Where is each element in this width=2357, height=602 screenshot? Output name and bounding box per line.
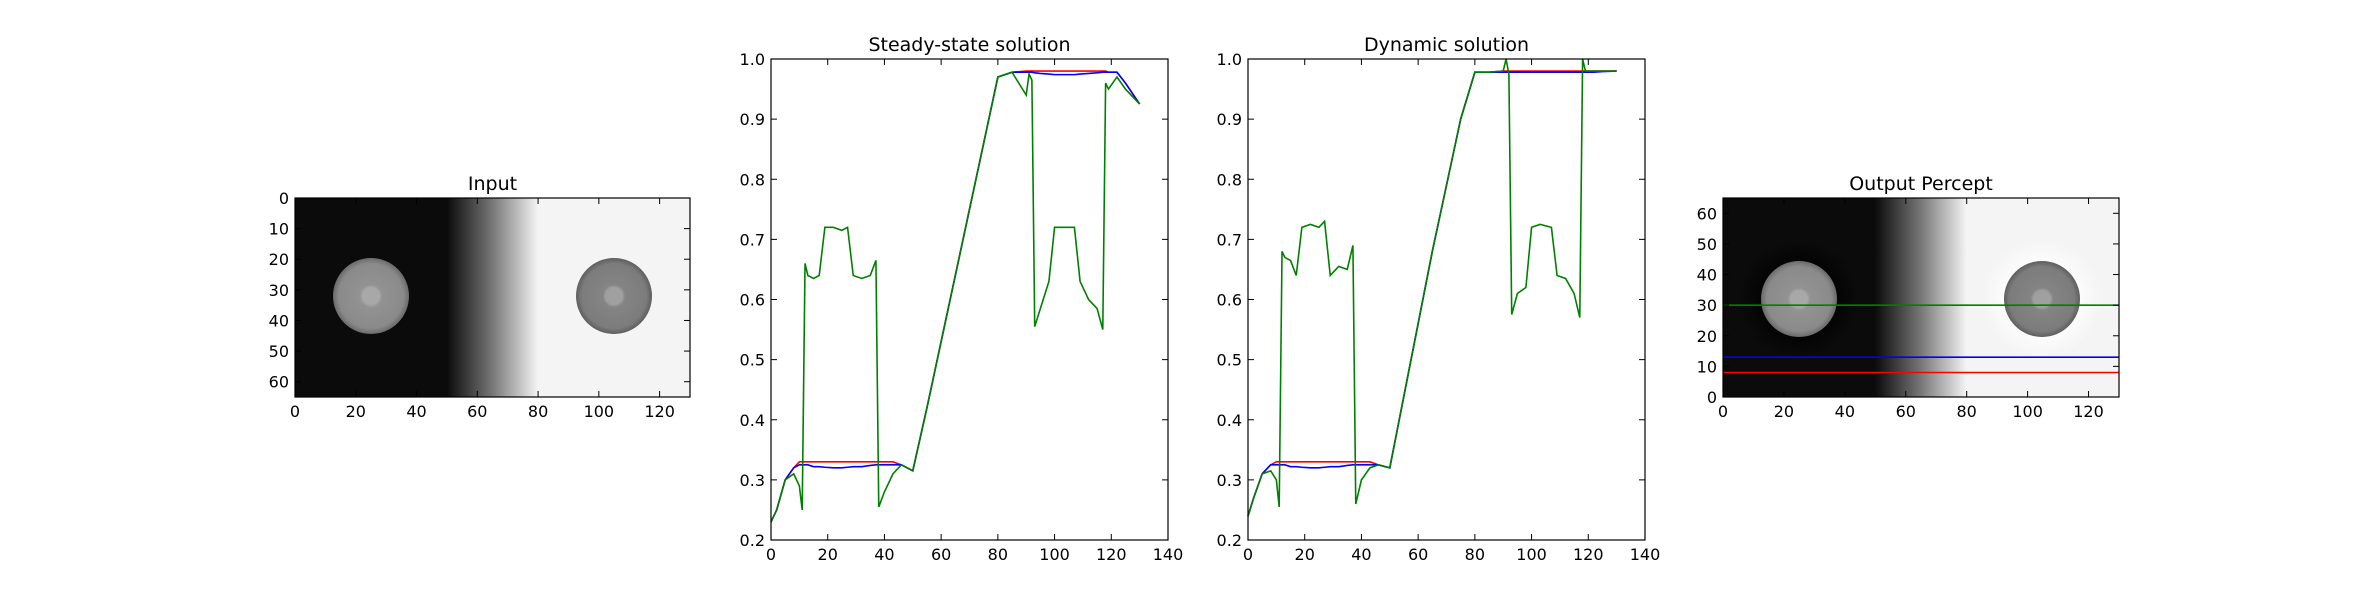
x-tick-label: 0 <box>290 402 300 421</box>
x-tick-label: 0 <box>1718 402 1728 421</box>
x-tick-label: 140 <box>1630 545 1661 564</box>
x-tick-label: 20 <box>1295 545 1315 564</box>
x-tick-label: 100 <box>584 402 615 421</box>
x-tick-label: 0 <box>1243 545 1253 564</box>
y-tick-label: 0.6 <box>1217 291 1242 310</box>
x-tick-label: 100 <box>1516 545 1547 564</box>
x-tick-label: 80 <box>1957 402 1977 421</box>
series-line <box>770 70 1141 523</box>
output-image <box>1723 198 2119 397</box>
series-line <box>1247 70 1617 517</box>
y-tick-label: 20 <box>1697 327 1717 346</box>
y-tick-label: 30 <box>1697 296 1717 315</box>
chart-title: Steady-state solution <box>868 34 1070 56</box>
x-tick-label: 40 <box>1835 402 1855 421</box>
x-tick-label: 60 <box>931 545 951 564</box>
y-tick-label: 0.7 <box>740 230 765 249</box>
x-tick-label: 120 <box>1573 545 1604 564</box>
x-tick-label: 140 <box>1153 545 1184 564</box>
y-tick-label: 50 <box>269 342 289 361</box>
x-tick-label: 100 <box>2012 402 2043 421</box>
y-tick-label: 0.3 <box>1217 471 1242 490</box>
y-tick-label: 0.8 <box>1217 170 1242 189</box>
y-tick-label: 0.6 <box>740 291 765 310</box>
y-tick-label: 0.9 <box>740 110 765 129</box>
axes-frame <box>1722 197 2120 398</box>
y-tick-label: 30 <box>269 281 289 300</box>
x-tick-label: 40 <box>1351 545 1371 564</box>
y-tick-label: 0.2 <box>740 531 765 550</box>
axes-frame <box>294 197 691 398</box>
x-tick-label: 60 <box>467 402 487 421</box>
y-tick-label: 50 <box>1697 235 1717 254</box>
x-tick-label: 60 <box>1408 545 1428 564</box>
y-tick-label: 20 <box>269 250 289 269</box>
series-line <box>770 71 1141 523</box>
x-tick-label: 120 <box>1096 545 1127 564</box>
chart-title: Dynamic solution <box>1364 34 1529 56</box>
y-tick-label: 40 <box>1697 266 1717 285</box>
y-tick-label: 0 <box>1707 388 1717 407</box>
input-image <box>295 198 690 397</box>
x-tick-label: 120 <box>2073 402 2104 421</box>
y-tick-label: 0.2 <box>1217 531 1242 550</box>
series-line <box>1247 70 1617 517</box>
x-tick-label: 60 <box>1896 402 1916 421</box>
x-tick-label: 20 <box>818 545 838 564</box>
y-tick-label: 60 <box>269 373 289 392</box>
x-tick-label: 120 <box>644 402 675 421</box>
x-tick-label: 0 <box>766 545 776 564</box>
chart-title: Output Percept <box>1849 173 1993 195</box>
y-tick-label: 0.4 <box>740 411 765 430</box>
x-tick-label: 40 <box>406 402 426 421</box>
x-tick-label: 80 <box>988 545 1008 564</box>
x-tick-label: 100 <box>1039 545 1070 564</box>
x-tick-label: 20 <box>346 402 366 421</box>
y-tick-label: 0.4 <box>1217 411 1242 430</box>
y-tick-label: 0.8 <box>740 170 765 189</box>
y-tick-label: 10 <box>269 220 289 239</box>
x-tick-label: 40 <box>874 545 894 564</box>
y-tick-label: 0.5 <box>1217 351 1242 370</box>
y-tick-label: 0.9 <box>1217 110 1242 129</box>
y-tick-label: 10 <box>1697 357 1717 376</box>
y-tick-label: 40 <box>269 311 289 330</box>
series-line <box>770 71 1141 523</box>
x-tick-label: 80 <box>1465 545 1485 564</box>
y-tick-label: 1.0 <box>740 50 765 69</box>
y-tick-label: 1.0 <box>1217 50 1242 69</box>
y-tick-label: 0.5 <box>740 351 765 370</box>
y-tick-label: 0.7 <box>1217 230 1242 249</box>
y-tick-label: 60 <box>1697 204 1717 223</box>
y-tick-label: 0 <box>279 189 289 208</box>
x-tick-label: 80 <box>528 402 548 421</box>
y-tick-label: 0.3 <box>740 471 765 490</box>
chart-title: Input <box>468 173 517 195</box>
x-tick-label: 20 <box>1774 402 1794 421</box>
series-line <box>1247 58 1617 517</box>
